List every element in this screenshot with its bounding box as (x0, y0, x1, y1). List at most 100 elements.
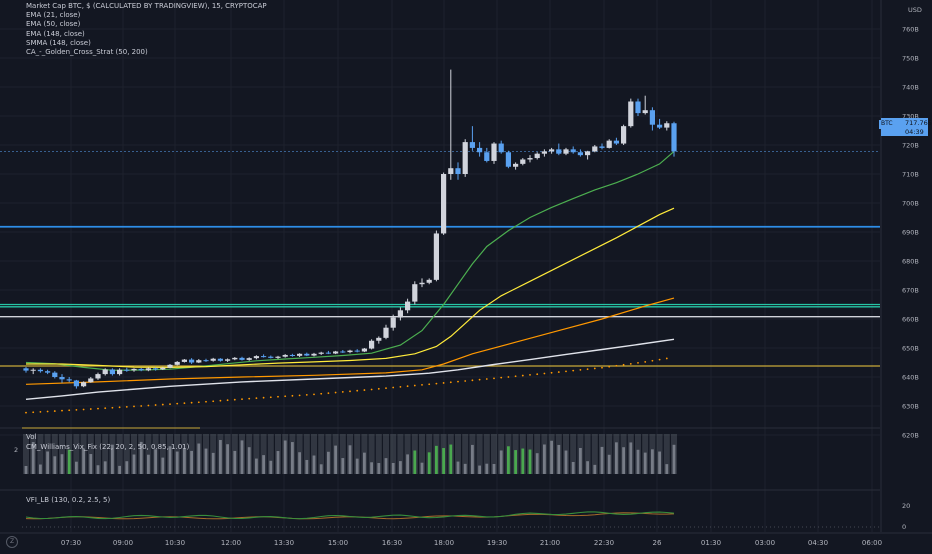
candle-body (412, 284, 418, 302)
golden-cross-dot (219, 399, 222, 402)
vix-band (368, 434, 375, 474)
candle-body (628, 101, 634, 127)
y-tick-label: 760B (902, 26, 919, 34)
vix-bar (240, 440, 244, 474)
golden-cross-dot (169, 403, 171, 406)
y-tick-label: 730B (902, 113, 919, 121)
vix-band (483, 434, 490, 474)
golden-cross-dot (557, 371, 560, 373)
candle-body (621, 126, 627, 144)
vix-bar (658, 451, 661, 474)
price-tag-symbol: BTC (879, 120, 895, 129)
golden-cross-dot (104, 407, 107, 410)
vix-band (253, 434, 260, 474)
vix-bar (132, 454, 136, 474)
candle-body (88, 378, 94, 383)
vix-bar (125, 461, 129, 474)
vix-band (476, 434, 483, 474)
x-tick-label: 18:00 (434, 539, 454, 547)
golden-cross-dot (377, 387, 380, 390)
candle-body (297, 353, 303, 356)
y-tick-label: 700B (902, 200, 919, 208)
vix-band (131, 434, 137, 474)
golden-cross-dot (586, 368, 589, 371)
vix-tick-label: 2 (14, 446, 18, 454)
vix-bar (528, 449, 532, 474)
golden-cross-dot (39, 410, 42, 413)
vix-band (73, 434, 80, 474)
vix-bar (53, 456, 57, 474)
candle-body (635, 101, 641, 114)
vix-bar (478, 465, 481, 474)
vix-bar (276, 451, 280, 474)
williams-vix-label[interactable]: CM_Williams_Vix_Fix (22, 20, 2, 50, 0.85… (26, 443, 190, 451)
vix-bar (298, 452, 301, 474)
x-tick-label: 04:30 (808, 539, 828, 547)
golden-cross-dot (305, 393, 308, 396)
candle-body (268, 356, 274, 358)
golden-cross-dot (385, 387, 387, 390)
vix-band (591, 434, 598, 474)
vol-label[interactable]: Vol (26, 433, 37, 441)
vix-band (390, 434, 397, 474)
tradingview-logo-icon[interactable]: Z (6, 536, 18, 548)
vix-bar (363, 452, 366, 474)
vix-band (570, 434, 577, 474)
vix-bar (67, 449, 71, 474)
x-tick-label: 16:30 (382, 539, 402, 547)
y-tick-label: 630B (902, 403, 919, 411)
candle-body (534, 153, 540, 159)
vix-band (354, 434, 361, 474)
vix-bar (262, 455, 265, 474)
golden-cross-dot (226, 399, 229, 402)
candle-body (433, 233, 439, 280)
y-axis-unit: USD (908, 6, 922, 14)
vix-bar (586, 461, 589, 474)
candle-body (469, 142, 475, 148)
x-tick-label: 15:00 (328, 539, 348, 547)
vix-band (606, 434, 613, 474)
golden-cross-dot (507, 376, 510, 378)
candle-body (599, 146, 605, 148)
golden-cross-dot (629, 362, 632, 365)
vix-bar (118, 465, 121, 474)
vix-bar (305, 459, 309, 474)
vix-bar (420, 462, 424, 474)
golden-cross-dot (298, 394, 301, 397)
vix-bar (255, 458, 258, 474)
golden-cross-dot (550, 371, 553, 374)
candle-body (657, 124, 663, 128)
candle-body (289, 354, 295, 356)
golden-cross-dot (183, 402, 186, 405)
vix-bar (46, 451, 49, 474)
golden-cross-dot (471, 379, 474, 382)
candle-body (37, 369, 43, 372)
golden-cross-dot (46, 410, 49, 413)
x-tick-label: 09:00 (113, 539, 133, 547)
candle-body (419, 282, 425, 285)
golden-cross-dot (493, 377, 495, 380)
candle-body (541, 151, 547, 154)
candle-body (498, 143, 504, 153)
golden-cross-dot (637, 361, 639, 364)
y-tick-label: 620B (902, 432, 919, 440)
candle-body (253, 356, 259, 359)
candle-body (585, 151, 591, 156)
golden-cross-dot (68, 409, 71, 412)
golden-cross-dot (543, 372, 546, 375)
x-tick-label: 21:00 (540, 539, 560, 547)
candle-body (261, 356, 267, 358)
golden-cross-dot (651, 359, 654, 362)
vfi-label[interactable]: VFI_LB (130, 0.2, 2.5, 5) (26, 496, 111, 504)
golden-cross-dot (392, 386, 395, 389)
vix-bar (622, 447, 625, 474)
golden-cross-dot (478, 378, 481, 381)
vix-bar (183, 448, 186, 474)
golden-cross-dot (313, 393, 315, 396)
golden-cross-dot (334, 391, 337, 394)
vix-band (267, 434, 274, 474)
golden-cross-dot (615, 364, 618, 367)
candle-body (671, 123, 677, 152)
candle-body (484, 152, 490, 161)
